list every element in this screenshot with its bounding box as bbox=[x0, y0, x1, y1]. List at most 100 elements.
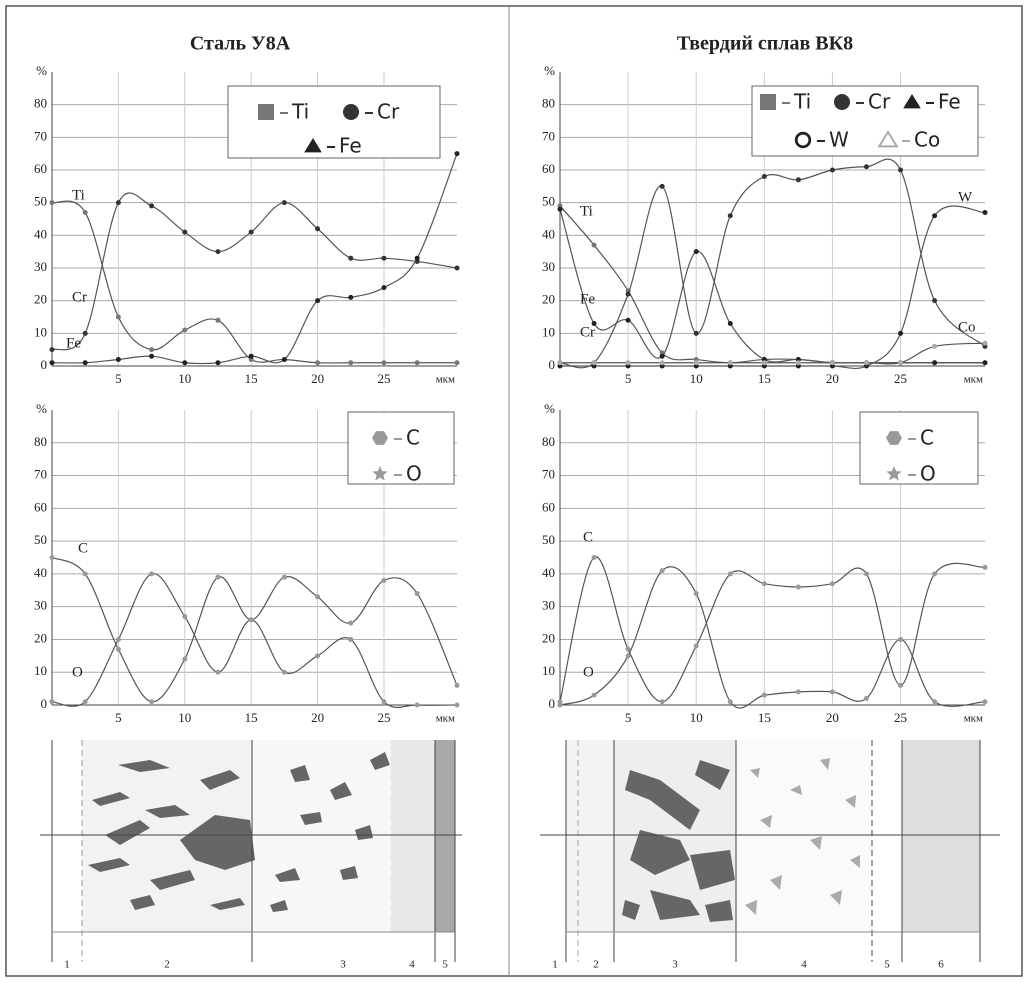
zone-label: 3 bbox=[672, 959, 678, 971]
data-point bbox=[182, 614, 188, 619]
series-annotation: Fe bbox=[66, 335, 81, 351]
legend-marker bbox=[903, 94, 921, 109]
data-point bbox=[693, 591, 699, 597]
y-tick-label: 30 bbox=[34, 259, 47, 274]
zone-label: 5 bbox=[442, 959, 448, 971]
zone-label: 2 bbox=[164, 959, 170, 971]
data-point bbox=[414, 360, 420, 366]
data-point bbox=[348, 620, 354, 626]
data-point bbox=[215, 249, 221, 255]
data-point bbox=[281, 574, 287, 580]
x-axis-label: мкм bbox=[436, 713, 455, 725]
data-point bbox=[982, 360, 988, 366]
series-annotation: Ti bbox=[580, 203, 593, 219]
x-tick-label: 10 bbox=[690, 710, 703, 725]
data-point bbox=[727, 321, 733, 327]
legend-label: Fe bbox=[938, 90, 961, 114]
data-point bbox=[454, 265, 460, 271]
data-point bbox=[932, 571, 938, 577]
series-annotation: Cr bbox=[72, 289, 87, 305]
data-point bbox=[49, 699, 55, 705]
legend-marker bbox=[343, 104, 359, 120]
y-tick-label: 30 bbox=[542, 598, 555, 613]
x-axis-label: мкм bbox=[964, 374, 983, 386]
legend-box bbox=[347, 411, 455, 485]
panel-title: Твердий сплав ВК8 bbox=[677, 33, 853, 55]
series-annotation: C bbox=[78, 540, 88, 556]
data-point bbox=[149, 571, 155, 577]
zone-label: 2 bbox=[593, 959, 599, 971]
x-tick-label: 20 bbox=[826, 710, 839, 725]
zone-label: 1 bbox=[64, 959, 70, 971]
x-tick-label: 5 bbox=[115, 371, 122, 386]
data-point bbox=[659, 360, 665, 366]
data-point bbox=[693, 330, 699, 336]
y-tick-label: 20 bbox=[542, 630, 555, 645]
y-tick-label: 20 bbox=[542, 292, 555, 307]
legend-box bbox=[751, 85, 979, 157]
y-tick-label: 20 bbox=[34, 630, 47, 645]
data-point bbox=[932, 298, 938, 304]
data-point bbox=[82, 360, 88, 366]
x-tick-label: 25 bbox=[377, 371, 390, 386]
data-point bbox=[795, 584, 801, 590]
data-point bbox=[215, 669, 221, 675]
data-point bbox=[182, 656, 188, 662]
data-point bbox=[215, 317, 221, 323]
y-axis-label: % bbox=[544, 63, 555, 78]
data-point bbox=[625, 646, 631, 652]
y-tick-label: 10 bbox=[34, 663, 47, 678]
zone-label: 6 bbox=[938, 959, 944, 971]
data-point bbox=[898, 360, 904, 366]
y-tick-label: 60 bbox=[34, 161, 47, 176]
series-annotation: Cr bbox=[580, 324, 595, 340]
data-point bbox=[659, 699, 665, 705]
legend-marker bbox=[794, 131, 812, 149]
legend-marker bbox=[834, 94, 850, 110]
data-point bbox=[454, 360, 460, 366]
data-point bbox=[281, 669, 287, 675]
x-tick-label: 25 bbox=[894, 710, 907, 725]
data-point bbox=[248, 617, 254, 623]
y-tick-label: 60 bbox=[34, 499, 47, 514]
data-point bbox=[795, 689, 801, 695]
x-tick-label: 5 bbox=[115, 710, 122, 725]
data-point bbox=[82, 209, 88, 215]
data-point bbox=[315, 298, 321, 304]
data-point bbox=[248, 229, 254, 235]
series-annotation: Co bbox=[958, 319, 976, 335]
x-tick-label: 15 bbox=[245, 371, 258, 386]
zone-label: 3 bbox=[340, 959, 346, 971]
data-point bbox=[659, 568, 665, 574]
y-tick-label: 10 bbox=[542, 324, 555, 339]
data-point bbox=[659, 353, 665, 359]
data-point bbox=[149, 353, 155, 359]
data-point bbox=[829, 167, 835, 173]
data-point bbox=[625, 291, 631, 297]
y-tick-label: 50 bbox=[542, 194, 555, 209]
y-tick-label: 0 bbox=[549, 357, 556, 372]
data-point bbox=[115, 314, 121, 320]
data-point bbox=[727, 571, 733, 577]
legend-marker bbox=[372, 466, 388, 481]
y-tick-label: 50 bbox=[542, 532, 555, 547]
data-point bbox=[932, 343, 938, 349]
data-point bbox=[149, 699, 155, 705]
data-point bbox=[348, 636, 354, 642]
data-point bbox=[281, 356, 287, 362]
y-tick-label: 70 bbox=[34, 128, 47, 143]
data-point bbox=[693, 360, 699, 366]
micrograph bbox=[40, 740, 462, 962]
zone-label: 4 bbox=[801, 959, 807, 971]
y-tick-label: 80 bbox=[542, 434, 555, 449]
data-point bbox=[982, 564, 988, 570]
legend-label: O bbox=[406, 462, 422, 486]
legend-marker bbox=[304, 138, 322, 153]
data-point bbox=[795, 177, 801, 183]
data-point bbox=[49, 200, 55, 206]
data-point bbox=[348, 360, 354, 366]
data-point bbox=[414, 255, 420, 261]
y-tick-label: 10 bbox=[34, 324, 47, 339]
x-tick-label: 5 bbox=[625, 371, 632, 386]
